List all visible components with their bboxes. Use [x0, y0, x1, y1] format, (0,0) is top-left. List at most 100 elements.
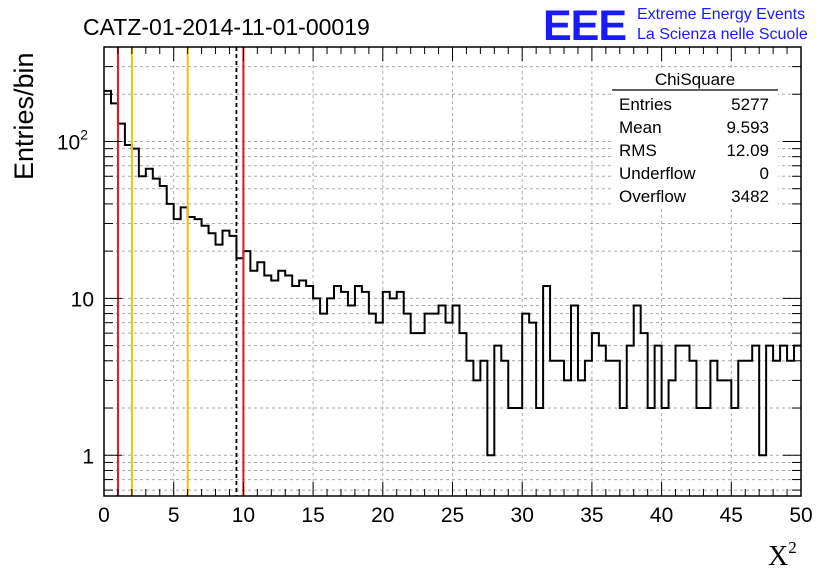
histogram-bin	[453, 306, 460, 496]
stats-row-label: RMS	[619, 141, 657, 160]
histogram-bin	[153, 179, 160, 496]
stats-header: ChiSquare	[655, 70, 735, 89]
histogram-bin	[627, 346, 634, 496]
histogram-bin	[529, 323, 536, 496]
histogram-bin	[118, 124, 125, 496]
stats-row-label: Entries	[619, 95, 672, 114]
histogram-bin	[334, 286, 341, 496]
histogram-bin	[264, 275, 271, 496]
histogram-bin	[717, 380, 724, 496]
y-tick-label-base: 1	[82, 445, 94, 468]
histogram-bin	[473, 380, 480, 496]
histogram-bin	[222, 231, 229, 496]
stats-row-value: 12.09	[726, 141, 769, 160]
histogram-bin	[257, 262, 264, 496]
histogram-bin	[613, 361, 620, 496]
histogram-bin	[766, 346, 773, 496]
histogram-bin	[648, 408, 655, 496]
x-axis-label: X2	[768, 538, 797, 572]
histogram-bin	[355, 286, 362, 496]
x-tick-label: 0	[98, 504, 110, 527]
histogram-bin	[404, 314, 411, 496]
histogram-bin	[669, 380, 676, 496]
stats-row-label: Mean	[619, 118, 662, 137]
histogram-bin	[676, 346, 683, 496]
histogram-bin	[181, 207, 188, 496]
histogram-bin	[571, 306, 578, 496]
histogram-bin	[564, 380, 571, 496]
histogram-bin	[655, 346, 662, 496]
histogram-bin	[104, 91, 111, 496]
histogram-bin	[439, 306, 446, 496]
histogram-bin	[689, 361, 696, 496]
x-axis: 0 5 10 15 20 25 30 35 40 45 50	[98, 47, 813, 527]
x-tick-label: 25	[441, 504, 464, 527]
histogram-bin	[236, 258, 243, 496]
histogram-bin	[501, 361, 508, 496]
histogram-bin	[411, 333, 418, 496]
x-axis-label-base: X	[768, 541, 788, 572]
y-tick-label: 1	[82, 445, 94, 468]
x-tick-label: 15	[301, 504, 324, 527]
stats-row-value: 5277	[731, 95, 769, 114]
logo-mark: EEE	[543, 2, 626, 50]
histogram-bin	[125, 145, 132, 496]
histogram-bin	[557, 361, 564, 496]
histogram-bin	[585, 361, 592, 496]
histogram-bin	[480, 361, 487, 496]
y-tick-label-exp: 2	[80, 126, 88, 142]
x-tick-label: 10	[232, 504, 255, 527]
histogram-bin	[724, 380, 731, 496]
histogram-bin	[738, 361, 745, 496]
x-tick-label: 45	[720, 504, 743, 527]
histogram-bin	[369, 314, 376, 496]
histogram-bin	[209, 233, 216, 496]
stats-box-background	[612, 68, 778, 208]
histogram-bin	[662, 408, 669, 496]
histogram-bin	[348, 306, 355, 496]
y-tick-label: 102	[57, 126, 88, 154]
histogram-bin	[508, 408, 515, 496]
x-tick-label: 50	[789, 504, 812, 527]
histogram-bin	[250, 271, 257, 496]
histogram-bin	[160, 186, 167, 496]
x-axis-label-sup: 2	[788, 538, 797, 557]
histogram-bin	[216, 245, 223, 496]
eee-logo: EEE Extreme Energy Events La Scienza nel…	[543, 2, 808, 50]
histogram-bin	[487, 455, 494, 496]
histogram-bin	[285, 275, 292, 496]
histogram-bin	[313, 298, 320, 496]
histogram-bin	[306, 286, 313, 496]
histogram-bin	[599, 346, 606, 496]
histogram-bin	[174, 219, 181, 496]
stats-row-value: 3482	[731, 187, 769, 206]
histogram-bin	[132, 149, 139, 496]
histogram-bin	[376, 323, 383, 496]
histogram-bin	[390, 298, 397, 496]
histogram-bin	[320, 314, 327, 496]
histogram-bin	[278, 271, 285, 496]
histogram-bin	[111, 103, 118, 496]
histogram-bin	[397, 292, 404, 496]
histogram-bin	[794, 346, 801, 496]
histogram-bin	[139, 176, 146, 496]
histogram-bin	[243, 251, 250, 496]
histogram-outline	[104, 89, 801, 457]
x-tick-label: 20	[371, 504, 394, 527]
histogram-bin	[710, 361, 717, 496]
histogram-bin	[522, 314, 529, 496]
histogram-bin	[536, 408, 543, 496]
histogram-bin	[327, 298, 334, 496]
histogram-bin	[550, 361, 557, 496]
stats-row-label: Underflow	[619, 164, 696, 183]
histogram-bin	[620, 408, 627, 496]
histogram-bin	[703, 408, 710, 496]
histogram-bin	[418, 333, 425, 496]
histogram-bin	[167, 204, 174, 496]
histogram-bin	[634, 306, 641, 496]
histogram-bin	[515, 408, 522, 496]
histogram-bin	[592, 333, 599, 496]
